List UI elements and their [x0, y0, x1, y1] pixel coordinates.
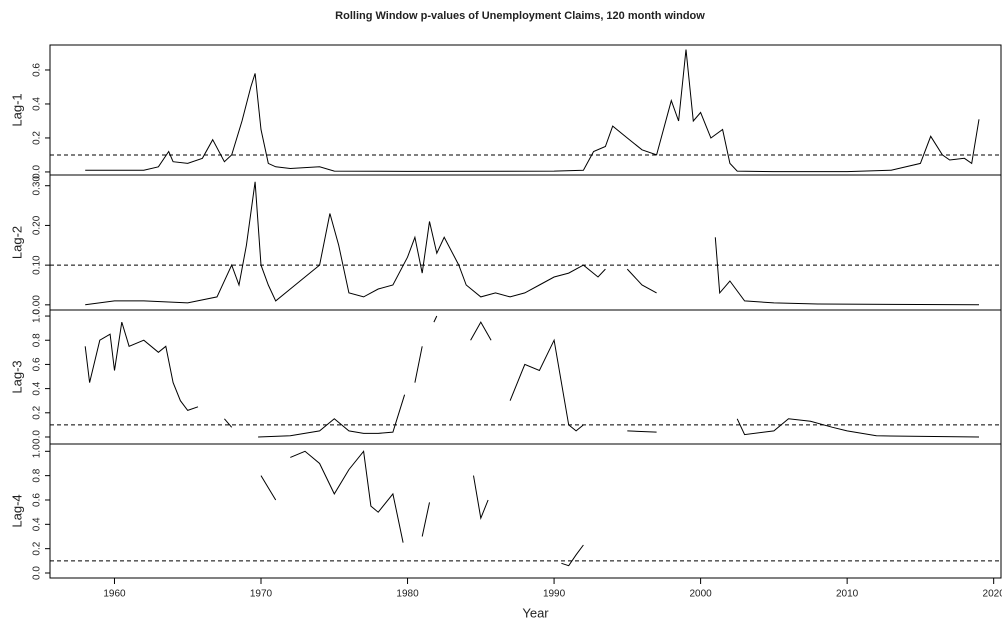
y-tick-label: 0.2 [32, 131, 43, 145]
panel-frame [49, 309, 1002, 445]
y-tick-label: 0.00 [32, 295, 43, 315]
y-tick-label: 0.10 [32, 255, 43, 275]
y-tick-label: 0.20 [32, 215, 43, 235]
y-tick-label: 0.8 [32, 468, 43, 482]
x-tick-label: 2010 [836, 589, 859, 600]
data-line [260, 450, 584, 567]
y-tick-label: 0.6 [32, 63, 43, 77]
panel-frame [49, 44, 1002, 176]
y-tick-label: 0.2 [32, 405, 43, 419]
y-tick-label: 1.0 [32, 444, 43, 458]
y-tick-label: 0.6 [32, 493, 43, 507]
x-tick-label: 1960 [103, 589, 126, 600]
y-tick-label: 0.4 [32, 517, 43, 531]
y-tick-label: 0.0 [32, 566, 43, 580]
y-tick-label: 0.30 [32, 176, 43, 196]
y-tick-label: 0.4 [32, 381, 43, 395]
chart-title: Rolling Window p-values of Unemployment … [335, 10, 705, 22]
y-tick-label: 0.0 [32, 165, 43, 179]
y-axis-label: Lag-3 [9, 360, 24, 393]
y-tick-label: 1.0 [32, 309, 43, 323]
y-tick-label: 0.6 [32, 357, 43, 371]
y-axis-label: Lag-2 [9, 226, 24, 259]
x-tick-label: 1990 [543, 589, 566, 600]
y-tick-label: 0.4 [32, 97, 43, 111]
x-tick-label: 2000 [689, 589, 712, 600]
panel-frame [49, 443, 1002, 579]
data-line [84, 315, 980, 438]
panel-frame [49, 174, 1002, 311]
y-tick-label: 0.8 [32, 333, 43, 347]
y-tick-label: 0.2 [32, 541, 43, 555]
x-axis-label: Year [522, 605, 549, 620]
y-axis-label: Lag-1 [9, 93, 24, 126]
data-line [85, 49, 980, 173]
x-tick-label: 1980 [396, 589, 419, 600]
y-axis-label: Lag-4 [9, 494, 24, 527]
data-line [85, 181, 980, 306]
x-tick-label: 2020 [983, 589, 1002, 600]
x-tick-label: 1970 [250, 589, 273, 600]
y-tick-label: 0.0 [32, 430, 43, 444]
